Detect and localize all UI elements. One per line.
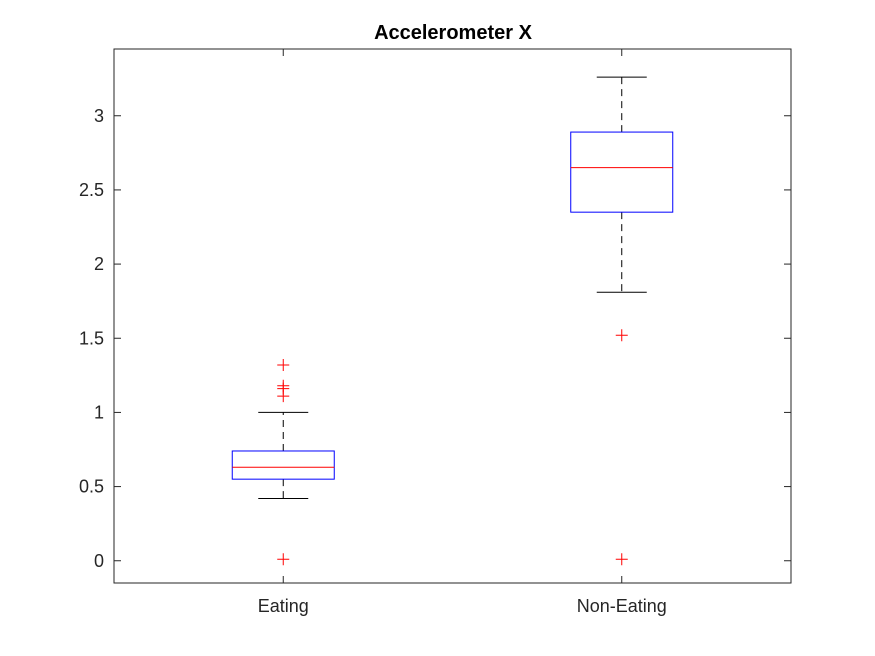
boxes-layer	[231, 76, 674, 566]
box-group	[231, 358, 335, 566]
outlier-marker	[277, 358, 290, 371]
y-tick-label: 3	[94, 106, 104, 126]
y-tick-label: 0	[94, 551, 104, 571]
y-tick-label: 0.5	[79, 477, 104, 497]
iqr-box	[570, 131, 674, 213]
x-tick-label: Eating	[258, 596, 309, 616]
x-tick-label: Non-Eating	[577, 596, 667, 616]
outlier-marker	[615, 329, 628, 342]
box-group	[570, 76, 674, 566]
chart-title: Accelerometer X	[374, 22, 533, 44]
y-tick-label: 1.5	[79, 328, 104, 348]
y-tick-label: 2.5	[79, 180, 104, 200]
plot-area	[113, 48, 792, 584]
outlier-marker	[277, 379, 290, 392]
outlier-marker	[615, 553, 628, 566]
y-tick-label: 2	[94, 254, 104, 274]
outlier-marker	[277, 553, 290, 566]
axes-layer: 0 0.5 1 1.5 2 2.5 3 Eating Non-Eating	[79, 49, 791, 616]
iqr-box	[231, 450, 335, 480]
y-tick-label: 1	[94, 402, 104, 422]
